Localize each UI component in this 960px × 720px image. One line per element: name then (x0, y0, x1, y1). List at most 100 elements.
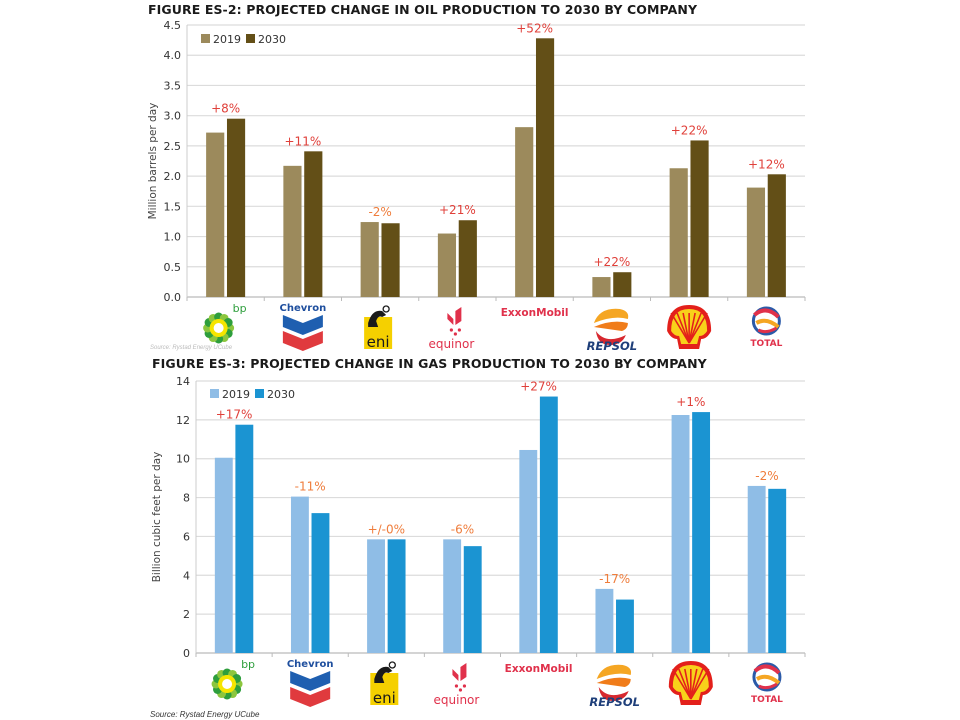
bar-chevron-2030 (304, 151, 323, 297)
logo-bp: bp (211, 658, 255, 700)
logo-total: TOTAL (751, 662, 783, 705)
bar-chevron-2030 (311, 513, 330, 653)
legend-swatch-2019 (210, 389, 219, 398)
logo-exxonmobil: ExxonMobil (505, 663, 573, 675)
bar-shell-2030 (692, 412, 711, 653)
logo-shell (668, 661, 713, 705)
eni-wordmark: eni (373, 689, 396, 707)
logo-equinor: equinor (434, 663, 480, 707)
total-icon (752, 662, 782, 692)
y-tick-label: 2 (183, 608, 190, 621)
y-axis-label: Million barrels per day (147, 103, 159, 220)
y-tick-label: 4 (183, 569, 190, 582)
logo-total: TOTAL (750, 306, 783, 349)
bp-helios-icon (211, 668, 243, 700)
annotation-total: -2% (755, 469, 778, 483)
bar-repsol-2030 (613, 272, 632, 297)
legend-swatch-2019 (201, 34, 210, 43)
bar-shell-2019 (671, 415, 690, 653)
annotation-equinor: +21% (439, 203, 476, 217)
y-tick-label: 6 (183, 530, 190, 543)
bar-shell-2019 (669, 168, 688, 297)
annotation-shell: +1% (676, 395, 705, 409)
bp-helios-icon (203, 312, 235, 344)
chevron-wordmark: Chevron (287, 659, 334, 670)
bar-bp-2030 (226, 118, 246, 297)
y-tick-label: 14 (176, 375, 190, 388)
repsol-wordmark: REPSOL (587, 339, 638, 353)
logo-chevron: Chevron (280, 303, 327, 351)
eni-icon (370, 661, 399, 705)
bar-chevron-2019 (290, 496, 309, 653)
legend-label-2030: 2030 (258, 33, 286, 46)
bar-equinor-2030 (458, 220, 477, 297)
bar-eni-2019 (367, 539, 385, 653)
y-tick-label: 0.5 (164, 261, 182, 274)
equinor-icon (452, 663, 467, 692)
bar-exxonmobil-2019 (515, 127, 534, 297)
annotation-repsol: +22% (594, 255, 631, 269)
y-axis-label: Billion cubic feet per day (151, 452, 163, 583)
bar-exxonmobil-2030 (539, 396, 558, 653)
equinor-wordmark: equinor (428, 337, 474, 351)
source-note: Source: Rystad Energy UCube (150, 710, 260, 719)
bar-shell-2030 (690, 140, 709, 297)
y-tick-label: 0 (183, 647, 190, 660)
bar-bp-2019 (206, 132, 225, 297)
total-icon (751, 306, 781, 336)
bar-chevron-2019 (283, 165, 302, 297)
y-tick-label: 3.0 (164, 110, 182, 123)
annotation-equinor: -6% (451, 522, 474, 536)
logo-eni: eni (364, 305, 393, 351)
logo-bp: bp (203, 302, 247, 344)
repsol-icon (593, 308, 629, 345)
bar-repsol-2019 (592, 277, 611, 297)
equinor-icon (447, 307, 462, 336)
source-note-top: Source: Rystad Energy UCube (150, 345, 233, 351)
y-tick-label: 1.0 (164, 231, 182, 244)
repsol-icon (596, 664, 632, 701)
annotation-chevron: +11% (285, 134, 322, 148)
gas-chart: 0 2 4 6 8 10 12 14 Billion cubic feet per day +17… (151, 375, 806, 709)
chevron-wordmark: Chevron (280, 303, 327, 314)
bar-equinor-2030 (463, 546, 482, 653)
y-tick-label: 2.5 (164, 140, 182, 153)
annotation-exxonmobil: +27% (520, 380, 557, 394)
chevron-icon (290, 671, 331, 707)
chevron-icon (282, 315, 323, 351)
bar-equinor-2019 (443, 539, 462, 653)
repsol-wordmark: REPSOL (589, 695, 640, 709)
total-wordmark: TOTAL (750, 339, 782, 349)
oil-chart-title: FIGURE ES-2: PROJECTED CHANGE IN OIL PRO… (148, 2, 698, 17)
logo-eni: eni (370, 661, 399, 707)
legend-swatch-2030 (246, 34, 255, 43)
y-tick-label: 2.0 (164, 170, 182, 183)
total-wordmark: TOTAL (751, 695, 783, 705)
logo-equinor: equinor (428, 307, 474, 351)
bar-eni-2030 (381, 223, 400, 297)
bar-total-2030 (768, 488, 787, 653)
bar-bp-2019 (214, 457, 233, 653)
annotation-chevron: -11% (295, 480, 326, 494)
y-tick-label: 4.5 (164, 19, 182, 32)
y-tick-label: 3.5 (164, 79, 182, 92)
bar-exxonmobil-2019 (519, 449, 538, 653)
logo-chevron: Chevron (287, 659, 334, 707)
y-tick-label: 4.0 (164, 49, 182, 62)
bar-total-2019 (747, 485, 766, 653)
annotation-bp: +8% (211, 102, 240, 116)
logo-shell (667, 305, 712, 349)
y-tick-label: 0.0 (164, 291, 182, 304)
bar-total-2030 (767, 174, 786, 297)
bp-wordmark: bp (233, 302, 247, 315)
y-tick-label: 10 (176, 453, 190, 466)
annotation-bp: +17% (216, 408, 253, 422)
equinor-wordmark: equinor (434, 693, 480, 707)
y-tick-label: 1.5 (164, 200, 182, 213)
logo-repsol: REPSOL (589, 664, 640, 709)
annotation-exxonmobil: +52% (516, 21, 553, 35)
shell-icon (667, 305, 712, 349)
logo-repsol: REPSOL (587, 308, 638, 353)
y-tick-label: 12 (176, 414, 190, 427)
